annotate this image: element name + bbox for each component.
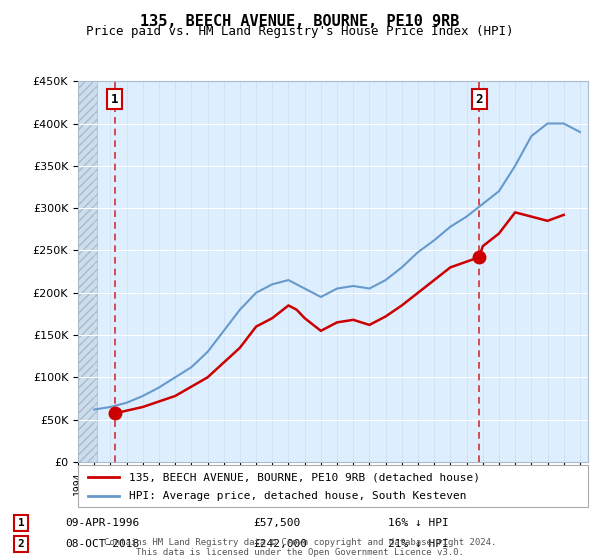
Text: HPI: Average price, detached house, South Kesteven: HPI: Average price, detached house, Sout… [129, 491, 467, 501]
Text: 2: 2 [18, 539, 25, 549]
Text: 09-APR-1996: 09-APR-1996 [65, 518, 139, 528]
Text: 08-OCT-2018: 08-OCT-2018 [65, 539, 139, 549]
Bar [78, 81, 97, 462]
Text: 2: 2 [475, 92, 483, 106]
Text: Contains HM Land Registry data © Crown copyright and database right 2024.
This d: Contains HM Land Registry data © Crown c… [104, 538, 496, 557]
Text: 135, BEECH AVENUE, BOURNE, PE10 9RB (detached house): 135, BEECH AVENUE, BOURNE, PE10 9RB (det… [129, 473, 480, 482]
Text: 135, BEECH AVENUE, BOURNE, PE10 9RB: 135, BEECH AVENUE, BOURNE, PE10 9RB [140, 14, 460, 29]
Text: Price paid vs. HM Land Registry's House Price Index (HPI): Price paid vs. HM Land Registry's House … [86, 25, 514, 38]
FancyBboxPatch shape [78, 465, 588, 507]
Text: 16% ↓ HPI: 16% ↓ HPI [388, 518, 449, 528]
Text: £242,000: £242,000 [253, 539, 307, 549]
Text: 1: 1 [18, 518, 25, 528]
Text: 21% ↓ HPI: 21% ↓ HPI [388, 539, 449, 549]
Text: £57,500: £57,500 [253, 518, 300, 528]
Text: 1: 1 [111, 92, 119, 106]
